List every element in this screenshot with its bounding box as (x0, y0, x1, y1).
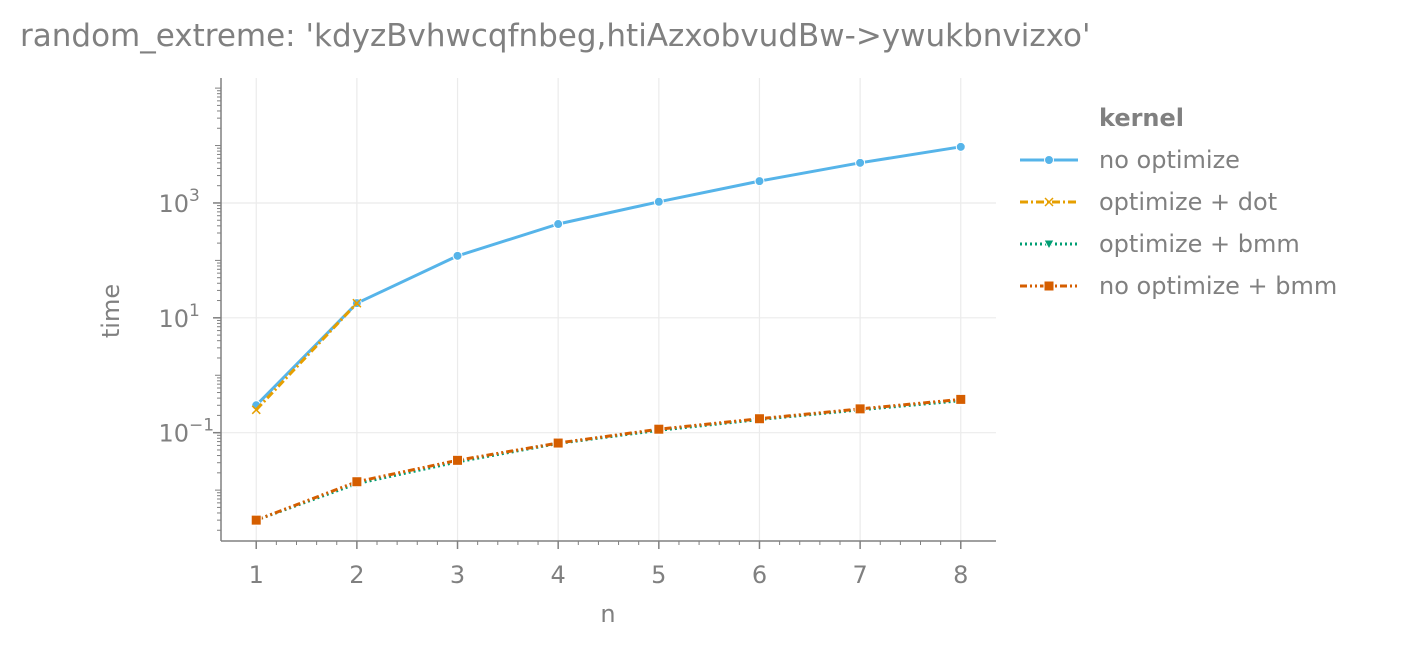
series-no-optimize-bmm (250, 393, 967, 526)
series-line (255, 397, 961, 522)
x-tick-label: 2 (349, 561, 364, 589)
x-tick-label: 1 (249, 561, 264, 589)
legend-label: no optimize + bmm (1099, 272, 1337, 300)
legend-label: no optimize (1099, 146, 1240, 174)
series-optimize-dot (251, 298, 362, 415)
data-point (653, 196, 664, 207)
series-line (255, 302, 358, 411)
legend-swatch-marker (1043, 280, 1055, 292)
legend-entry: no optimize (1020, 146, 1240, 174)
legend-swatch-marker (1044, 155, 1054, 165)
data-point (754, 176, 765, 187)
y-tick-exponent: −1 (189, 416, 214, 436)
series-layer (250, 141, 967, 527)
x-tick-label: 7 (852, 561, 867, 589)
legend: kernel no optimize optimize + dot optimize… (1020, 104, 1337, 300)
x-tick-label: 5 (651, 561, 666, 589)
data-point (854, 403, 866, 415)
legend-entry: optimize + dot (1020, 188, 1277, 216)
legend-label: optimize + bmm (1099, 230, 1300, 258)
x-tick-label: 4 (551, 561, 566, 589)
data-point (352, 298, 362, 308)
data-point (855, 157, 866, 168)
y-tick-exponent: 3 (189, 186, 200, 206)
series-no-optimize (251, 141, 966, 411)
data-point (955, 393, 967, 405)
data-point (251, 405, 261, 415)
legend-swatch-marker (1044, 197, 1054, 207)
data-point (351, 476, 363, 488)
legend-title: kernel (1099, 104, 1184, 132)
y-tick-exponent: 1 (189, 301, 200, 321)
x-tick-label: 8 (953, 561, 968, 589)
series-optimize-bmm (250, 396, 967, 527)
data-point (250, 514, 262, 526)
data-point (553, 219, 564, 230)
y-axis-label: time (97, 284, 125, 338)
data-point (552, 437, 564, 449)
chart-title: random_extreme: 'kdyzBvhwcqfnbeg,htiAzxo… (20, 18, 1091, 54)
series-line (255, 399, 961, 522)
data-point (452, 250, 463, 261)
legend-swatch-marker (1043, 239, 1055, 251)
y-tick-label: 10 (158, 420, 189, 448)
legend-label: optimize + dot (1099, 188, 1277, 216)
y-tick-base: 10 (158, 305, 189, 333)
data-point (452, 454, 464, 466)
x-tick-label: 6 (752, 561, 767, 589)
series-line (255, 145, 962, 407)
y-tick-label: 10 (158, 190, 189, 218)
x-tick-label: 3 (450, 561, 465, 589)
legend-entry: optimize + bmm (1020, 230, 1300, 258)
grid (221, 78, 996, 541)
legend-entry: no optimize + bmm (1020, 272, 1337, 300)
y-tick-base: 10 (158, 190, 189, 218)
data-point (753, 413, 765, 425)
y-tick-base: 10 (158, 420, 189, 448)
data-point (955, 141, 966, 152)
x-axis-label: n (600, 600, 615, 628)
y-tick-label: 10 (158, 305, 189, 333)
data-point (653, 423, 665, 435)
